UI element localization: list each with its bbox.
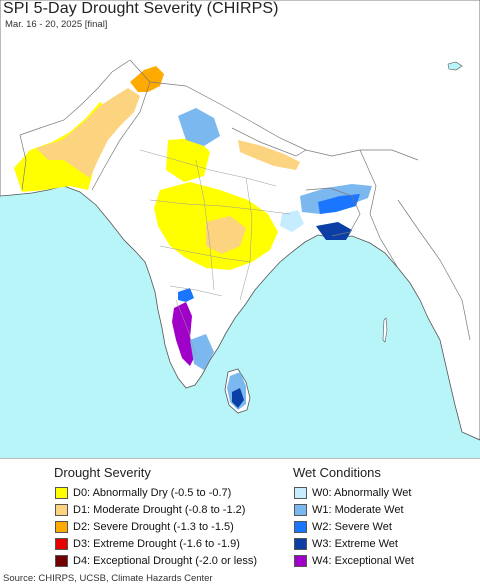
state-border (195, 159, 215, 291)
legend-label-w1: W1: Moderate Wet (312, 504, 404, 516)
w0-area-east (280, 210, 304, 232)
andaman-islands (382, 317, 388, 343)
legend-item-w0: W0: Abnormally Wet (294, 485, 414, 501)
legend-item-w2: W2: Severe Wet (294, 519, 414, 535)
drought-map (0, 0, 480, 458)
state-border (169, 285, 223, 297)
d1-area-pakistan (36, 88, 140, 178)
w1-area-tamilnadu (190, 334, 214, 370)
swatch-d4 (55, 555, 68, 567)
border-iran-pakistan (19, 134, 27, 191)
swatch-d3 (55, 538, 68, 550)
legend-panel: Drought Severity Wet Conditions D0: Abno… (0, 458, 480, 587)
legend-item-d0: D0: Abnormally Dry (-0.5 to -0.7) (55, 485, 257, 501)
d1-area-central-india (206, 216, 246, 254)
swatch-w1 (294, 504, 307, 516)
legend-label-w4: W4: Exceptional Wet (312, 555, 414, 567)
w1-area-kashmir (178, 108, 220, 146)
map-title: SPI 5-Day Drought Severity (CHIRPS) (3, 0, 279, 17)
state-border (159, 245, 251, 263)
border-india-pakistan (91, 59, 151, 191)
border-bangladesh (305, 187, 361, 237)
legend-item-w3: W3: Extreme Wet (294, 536, 414, 552)
swatch-w0 (294, 487, 307, 499)
legend-label-d2: D2: Severe Drought (-1.3 to -1.5) (73, 521, 234, 533)
legend-label-w2: W2: Severe Wet (312, 521, 392, 533)
swatch-w4 (294, 555, 307, 567)
map-subtitle: Mar. 16 - 20, 2025 [final] (5, 19, 108, 30)
swatch-w2 (294, 521, 307, 533)
w3-area-sri-lanka (232, 388, 244, 408)
legend-item-d3: D3: Extreme Drought (-1.6 to -1.9) (55, 536, 257, 552)
legend-label-d4: D4: Exceptional Drought (-2.0 or less) (73, 555, 258, 567)
drought-severity-heading: Drought Severity (54, 465, 151, 480)
country-borders (19, 59, 471, 341)
state-border (239, 177, 253, 301)
border-myanmar (359, 149, 399, 269)
border-afghanistan-pakistan (19, 59, 131, 136)
swatch-d2 (55, 521, 68, 533)
legend-label-d3: D3: Extreme Drought (-1.6 to -1.9) (73, 538, 240, 550)
border-laos-thailand (397, 199, 471, 341)
w3-area-bangladesh (316, 222, 352, 240)
swatch-w3 (294, 538, 307, 550)
legend-item-w4: W4: Exceptional Wet (294, 553, 414, 569)
w4-area-kerala (172, 302, 196, 366)
w2-area-kerala (178, 288, 194, 302)
lake (447, 61, 463, 71)
border-india-china (149, 81, 419, 161)
d0-area-north-plains (166, 138, 210, 182)
legend-item-d1: D1: Moderate Drought (-0.8 to -1.2) (55, 502, 257, 518)
source-credit: Source: CHIRPS, UCSB, Climate Hazards Ce… (3, 573, 213, 584)
border-nepal (231, 127, 307, 157)
state-border (175, 299, 197, 357)
map-panel: SPI 5-Day Drought Severity (CHIRPS) Mar.… (0, 0, 480, 458)
wet-conditions-heading: Wet Conditions (293, 465, 381, 480)
severity-shading (14, 66, 372, 410)
state-border (139, 149, 277, 187)
swatch-d0 (55, 487, 68, 499)
d1-area-himalaya (238, 140, 300, 170)
state-borders (139, 149, 291, 357)
swatch-d1 (55, 504, 68, 516)
legend-label-d1: D1: Moderate Drought (-0.8 to -1.2) (73, 504, 246, 516)
legend-label-w3: W3: Extreme Wet (312, 538, 398, 550)
legend-item-d2: D2: Severe Drought (-1.3 to -1.5) (55, 519, 257, 535)
w2-area-east (318, 194, 360, 214)
drought-legend-list: D0: Abnormally Dry (-0.5 to -0.7) D1: Mo… (55, 485, 257, 570)
legend-item-w1: W1: Moderate Wet (294, 502, 414, 518)
legend-label-d0: D0: Abnormally Dry (-0.5 to -0.7) (73, 487, 232, 499)
state-border (149, 199, 291, 215)
legend-item-d4: D4: Exceptional Drought (-2.0 or less) (55, 553, 257, 569)
legend-label-w0: W0: Abnormally Wet (312, 487, 412, 499)
wet-legend-list: W0: Abnormally Wet W1: Moderate Wet W2: … (294, 485, 414, 570)
